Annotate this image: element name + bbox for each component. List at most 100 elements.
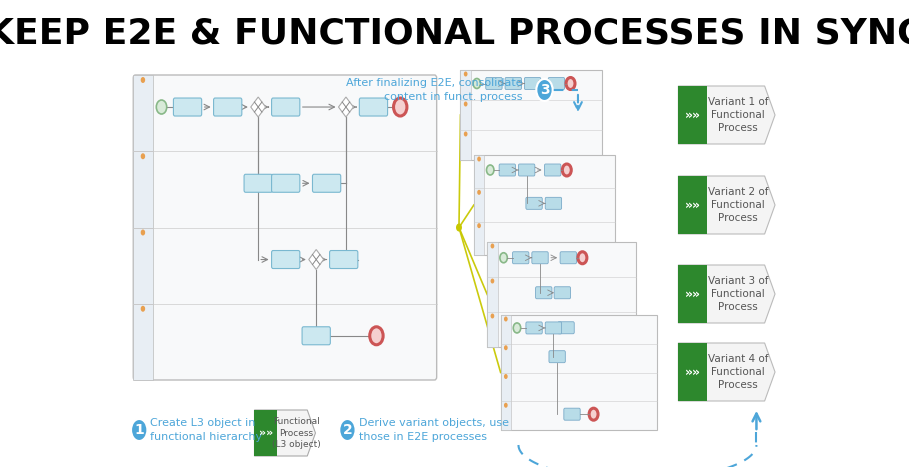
Bar <box>487 242 636 347</box>
FancyBboxPatch shape <box>485 78 502 90</box>
Text: Variant 1 of
Functional
Process: Variant 1 of Functional Process <box>707 97 768 133</box>
Polygon shape <box>678 86 706 144</box>
Circle shape <box>477 156 481 162</box>
Text: Create L3 object in
functional hierarchy: Create L3 object in functional hierarchy <box>150 418 263 442</box>
FancyBboxPatch shape <box>548 78 564 90</box>
FancyBboxPatch shape <box>513 252 529 264</box>
FancyBboxPatch shape <box>558 322 574 334</box>
FancyBboxPatch shape <box>244 174 273 192</box>
Text: »»: »» <box>684 366 701 378</box>
FancyBboxPatch shape <box>560 252 576 264</box>
Polygon shape <box>678 265 706 323</box>
Polygon shape <box>678 343 775 401</box>
Text: »»: »» <box>258 428 273 438</box>
Circle shape <box>141 229 145 235</box>
FancyBboxPatch shape <box>174 98 202 116</box>
Bar <box>461 70 471 160</box>
Circle shape <box>504 403 508 408</box>
Circle shape <box>566 78 575 90</box>
Circle shape <box>477 190 481 195</box>
Polygon shape <box>255 410 315 456</box>
FancyBboxPatch shape <box>535 287 552 299</box>
FancyArrowPatch shape <box>574 95 582 110</box>
Bar <box>134 151 153 227</box>
FancyBboxPatch shape <box>564 408 580 420</box>
Polygon shape <box>678 86 775 144</box>
Text: Variant 4 of
Functional
Process: Variant 4 of Functional Process <box>707 354 768 390</box>
FancyBboxPatch shape <box>518 164 534 176</box>
FancyBboxPatch shape <box>272 98 300 116</box>
Circle shape <box>141 153 145 159</box>
FancyBboxPatch shape <box>214 98 242 116</box>
Polygon shape <box>678 265 775 323</box>
Text: »»: »» <box>684 288 701 300</box>
Circle shape <box>504 317 508 321</box>
Text: 3: 3 <box>540 83 549 97</box>
Text: KEEP E2E & FUNCTIONAL PROCESSES IN SYNC: KEEP E2E & FUNCTIONAL PROCESSES IN SYNC <box>0 16 909 50</box>
Bar <box>501 315 657 430</box>
FancyBboxPatch shape <box>272 174 300 192</box>
FancyBboxPatch shape <box>302 327 330 345</box>
Polygon shape <box>678 176 775 234</box>
Polygon shape <box>251 97 265 117</box>
Circle shape <box>141 306 145 312</box>
FancyBboxPatch shape <box>524 78 541 90</box>
Circle shape <box>464 101 467 106</box>
Circle shape <box>563 164 571 176</box>
FancyArrowPatch shape <box>753 414 760 429</box>
FancyBboxPatch shape <box>544 164 561 176</box>
Circle shape <box>464 132 467 136</box>
Polygon shape <box>338 97 354 117</box>
FancyBboxPatch shape <box>330 250 358 269</box>
Bar <box>501 315 511 430</box>
Circle shape <box>456 224 462 232</box>
Circle shape <box>589 408 598 420</box>
Bar <box>134 75 153 151</box>
Text: Derive variant objects, use
those in E2E processes: Derive variant objects, use those in E2E… <box>358 418 508 442</box>
Text: Variant 2 of
Functional
Process: Variant 2 of Functional Process <box>707 187 768 223</box>
Polygon shape <box>309 249 324 269</box>
Circle shape <box>504 345 508 350</box>
FancyBboxPatch shape <box>526 322 543 334</box>
Circle shape <box>473 78 481 89</box>
Circle shape <box>486 165 494 175</box>
Bar <box>134 227 153 304</box>
Circle shape <box>156 100 166 114</box>
Polygon shape <box>678 343 706 401</box>
Text: 2: 2 <box>343 423 353 437</box>
Circle shape <box>394 98 407 116</box>
FancyBboxPatch shape <box>545 322 562 334</box>
Circle shape <box>339 419 355 441</box>
Bar <box>474 155 484 255</box>
Text: »»: »» <box>684 198 701 212</box>
FancyBboxPatch shape <box>532 252 548 264</box>
FancyBboxPatch shape <box>545 198 562 209</box>
Text: »»: »» <box>684 108 701 121</box>
FancyBboxPatch shape <box>359 98 387 116</box>
Polygon shape <box>678 176 706 234</box>
Circle shape <box>464 71 467 77</box>
Circle shape <box>131 419 147 441</box>
Circle shape <box>491 313 494 318</box>
Polygon shape <box>255 410 276 456</box>
Circle shape <box>477 223 481 228</box>
FancyBboxPatch shape <box>272 250 300 269</box>
Circle shape <box>514 323 521 333</box>
Circle shape <box>141 77 145 83</box>
FancyBboxPatch shape <box>134 75 436 380</box>
Circle shape <box>370 327 383 345</box>
FancyBboxPatch shape <box>505 78 522 90</box>
FancyBboxPatch shape <box>526 198 543 209</box>
FancyBboxPatch shape <box>549 351 565 363</box>
Text: Variant 3 of
Functional
Process: Variant 3 of Functional Process <box>707 276 768 312</box>
Circle shape <box>491 243 494 248</box>
Circle shape <box>504 374 508 379</box>
Circle shape <box>536 79 553 101</box>
FancyBboxPatch shape <box>313 174 341 192</box>
Circle shape <box>491 278 494 283</box>
FancyBboxPatch shape <box>554 287 571 299</box>
FancyBboxPatch shape <box>499 164 515 176</box>
Text: 1: 1 <box>135 423 145 437</box>
Text: Functional
Process
(L3 object): Functional Process (L3 object) <box>272 417 321 449</box>
Circle shape <box>500 253 507 263</box>
